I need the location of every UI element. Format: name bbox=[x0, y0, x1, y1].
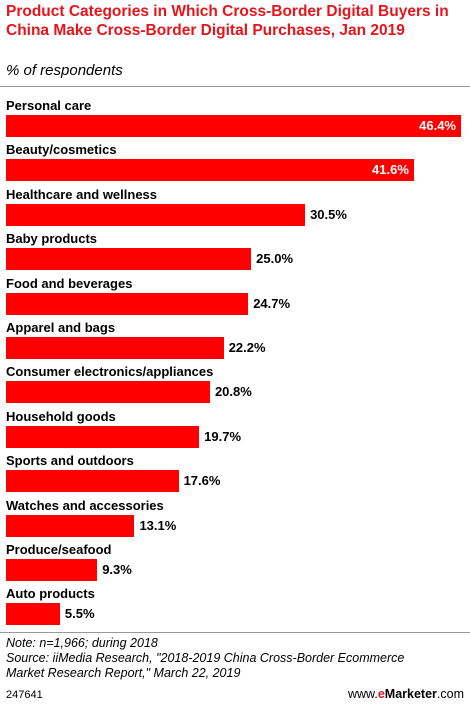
bar bbox=[6, 603, 60, 626]
source-text-line-1: Source: iiMedia Research, "2018-2019 Chi… bbox=[6, 651, 405, 665]
category-label: Personal care bbox=[6, 98, 92, 113]
brand-prefix: www. bbox=[347, 687, 378, 701]
category-label: Watches and accessories bbox=[6, 497, 164, 513]
category-label: Food and beverages bbox=[6, 275, 133, 291]
value-label: 25.0% bbox=[256, 251, 294, 267]
chart-title: Product Categories in Which Cross-Border… bbox=[6, 3, 449, 39]
bar bbox=[6, 292, 249, 315]
value-label: 9.3% bbox=[102, 562, 132, 577]
top-divider bbox=[0, 86, 470, 87]
value-label: 22.2% bbox=[228, 340, 266, 355]
bar bbox=[6, 559, 98, 581]
bottom-divider bbox=[0, 632, 470, 633]
value-label: 30.5% bbox=[310, 206, 347, 222]
note-text: Note: n=1,966; during 2018 bbox=[6, 636, 158, 650]
category-label: Beauty/cosmetics bbox=[6, 142, 117, 158]
bar-chart: Personal care 46.4% Beauty/cosmetics 41.6% H… bbox=[0, 92, 470, 626]
value-label: 17.6% bbox=[183, 473, 221, 489]
category-label: Auto products bbox=[6, 586, 95, 602]
chart-id: 247641 bbox=[6, 689, 43, 701]
brand-suffix: .com bbox=[436, 687, 464, 701]
category-label: Produce/seafood bbox=[6, 542, 112, 557]
value-label: 19.7% bbox=[204, 428, 242, 444]
category-label: Apparel and bags bbox=[6, 320, 116, 335]
value-label: 41.6% bbox=[372, 162, 409, 178]
value-label: 5.5% bbox=[64, 606, 95, 622]
chart-subtitle: % of respondents bbox=[6, 62, 123, 79]
value-label: 13.1% bbox=[139, 517, 177, 533]
category-label: Sports and outdoors bbox=[6, 453, 134, 469]
chart-notes: Note: n=1,966; during 2018 Source: iiMed… bbox=[6, 636, 466, 681]
bar bbox=[6, 425, 200, 448]
bar bbox=[6, 381, 210, 404]
category-label: Household goods bbox=[6, 408, 116, 424]
bar bbox=[6, 470, 179, 493]
brand-marketer: Marketer bbox=[384, 687, 437, 701]
bar bbox=[6, 248, 252, 271]
source-text-line-2: Market Research Report," March 22, 2019 bbox=[6, 666, 241, 680]
bar bbox=[6, 115, 461, 137]
emarketer-logo: www.eMarketer.com bbox=[348, 686, 464, 702]
category-label: Healthcare and wellness bbox=[6, 186, 158, 202]
value-label: 24.7% bbox=[253, 295, 291, 311]
bar bbox=[6, 159, 414, 182]
bar bbox=[6, 337, 224, 359]
bar bbox=[6, 514, 135, 537]
bar bbox=[6, 203, 306, 226]
category-label: Baby products bbox=[6, 231, 98, 247]
brand-e: e bbox=[377, 687, 385, 701]
value-label: 20.8% bbox=[214, 384, 252, 400]
value-label: 46.4% bbox=[419, 118, 456, 133]
category-label: Consumer electronics/appliances bbox=[6, 364, 214, 380]
